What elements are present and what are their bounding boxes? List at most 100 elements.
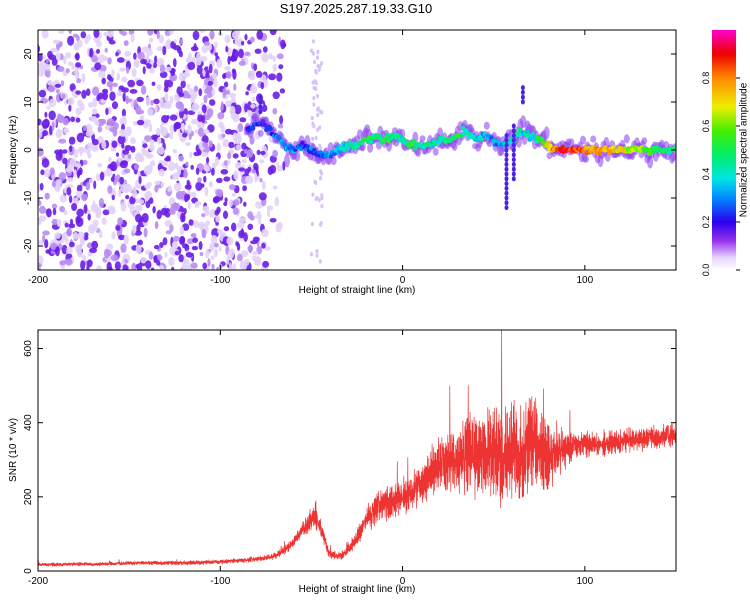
heatmap-noise-blob xyxy=(254,173,258,183)
heatmap-noise-blob xyxy=(38,89,47,98)
heatmap-noise-blob xyxy=(251,255,257,261)
heatmap-noise-blob xyxy=(77,231,85,240)
heatmap-noise-blob xyxy=(165,155,171,162)
heatmap-noise-blob xyxy=(191,245,199,251)
heatmap-ridge-streak xyxy=(504,205,509,211)
heatmap-noise-blob xyxy=(209,30,215,40)
heatmap-noise-blob xyxy=(173,182,182,192)
heatmap-noise-blob xyxy=(222,139,230,148)
heatmap-noise-blob xyxy=(316,107,319,112)
heatmap-noise-blob xyxy=(169,95,174,104)
heatmap-noise-blob xyxy=(243,201,247,207)
heatmap-noise-blob xyxy=(38,240,44,245)
heatmap-noise-blob xyxy=(41,119,49,129)
heatmap-noise-blob xyxy=(160,127,167,137)
heatmap-noise-blob xyxy=(268,53,273,60)
heatmap-noise-blob xyxy=(203,175,207,183)
heatmap-noise-blob xyxy=(50,47,58,53)
heatmap-noise-blob xyxy=(267,166,273,175)
heatmap-noise-blob xyxy=(211,167,215,176)
snr-panel: -200 -100 0 100 0 200 400 600 Height of straig… xyxy=(8,329,677,595)
heatmap-noise-blob xyxy=(171,266,175,270)
heatmap-noise-blob xyxy=(42,234,46,243)
heatmap-noise-blob xyxy=(87,213,91,221)
heatmap-noise-blob xyxy=(152,206,156,214)
heatmap-noise-blob xyxy=(256,211,262,217)
heatmap-noise-blob xyxy=(97,162,103,168)
heatmap-y-axis-label: Frequency (Hz) xyxy=(8,116,19,185)
heatmap-ridge-streak xyxy=(520,89,525,95)
heatmap-noise-blob xyxy=(232,263,237,270)
heatmap-noise-blob xyxy=(88,178,93,184)
heatmap-ridge-halo xyxy=(284,153,290,168)
heatmap-noise-blob xyxy=(68,30,73,34)
heatmap-noise-blob xyxy=(319,176,322,181)
heatmap-noise-blob xyxy=(123,234,129,245)
heatmap-noise-blob xyxy=(237,221,245,229)
heatmap-noise-blob xyxy=(169,224,174,233)
heatmap-noise-blob xyxy=(110,254,119,262)
heatmap-noise-blob xyxy=(123,168,131,174)
heatmap-noise-blob xyxy=(77,216,82,223)
heatmap-x-tick-label: -100 xyxy=(210,275,230,286)
heatmap-noise-blob xyxy=(65,68,70,74)
heatmap-noise-blob xyxy=(135,105,142,115)
heatmap-noise-blob xyxy=(162,237,168,246)
heatmap-ridge-streak xyxy=(258,109,263,115)
heatmap-noise-blob xyxy=(154,55,158,64)
heatmap-noise-blob xyxy=(116,72,120,81)
snr-y-tick-label: 0 xyxy=(23,568,34,574)
heatmap-noise-blob xyxy=(63,127,70,134)
heatmap-noise-blob xyxy=(136,224,141,233)
heatmap-noise-blob xyxy=(136,119,145,126)
heatmap-ridge-streak xyxy=(504,142,509,148)
heatmap-noise-blob xyxy=(211,263,215,270)
heatmap-ridge-cell xyxy=(479,137,484,142)
heatmap-noise-blob xyxy=(41,30,49,39)
heatmap-noise-blob xyxy=(88,102,94,108)
heatmap-noise-blob xyxy=(106,80,113,88)
heatmap-noise-blob xyxy=(158,34,165,44)
heatmap-noise-blob xyxy=(244,103,248,113)
heatmap-noise-blob xyxy=(316,94,319,99)
heatmap-noise-blob xyxy=(251,82,255,89)
heatmap-noise-blob xyxy=(59,205,65,213)
heatmap-noise-blob xyxy=(222,88,227,98)
heatmap-noise-blob xyxy=(244,34,248,41)
heatmap-noise-blob xyxy=(140,257,148,264)
heatmap-noise-blob xyxy=(133,52,137,60)
heatmap-noise-blob xyxy=(92,97,98,108)
heatmap-noise-cloud xyxy=(38,30,324,270)
heatmap-noise-blob xyxy=(157,146,165,155)
heatmap-ridge-streak xyxy=(258,104,263,110)
heatmap-noise-blob xyxy=(75,117,81,123)
heatmap-noise-blob xyxy=(125,98,133,103)
heatmap-noise-blob xyxy=(86,259,93,268)
heatmap-noise-blob xyxy=(279,88,286,94)
heatmap-noise-blob xyxy=(109,126,117,133)
heatmap-noise-blob xyxy=(56,89,60,94)
heatmap-noise-blob xyxy=(232,31,240,39)
heatmap-noise-blob xyxy=(68,104,72,112)
heatmap-noise-blob xyxy=(116,57,125,63)
heatmap-noise-blob xyxy=(272,185,278,190)
heatmap-noise-blob xyxy=(125,194,130,200)
heatmap-ridge-cell xyxy=(365,139,371,145)
heatmap-ridge-cell xyxy=(673,144,676,150)
snr-y-tick-label: 600 xyxy=(23,340,34,357)
heatmap-noise-blob xyxy=(105,249,112,257)
heatmap-noise-blob xyxy=(310,115,314,121)
heatmap-noise-blob xyxy=(133,164,139,170)
heatmap-noise-blob xyxy=(240,228,244,237)
heatmap-ridge-halo xyxy=(623,134,630,144)
heatmap-noise-blob xyxy=(220,169,229,175)
heatmap-noise-blob xyxy=(107,74,112,81)
heatmap-noise-blob xyxy=(213,248,218,258)
heatmap-noise-blob xyxy=(210,255,215,261)
heatmap-noise-blob xyxy=(215,188,224,198)
heatmap-noise-blob xyxy=(314,135,318,141)
heatmap-noise-blob xyxy=(38,128,43,139)
heatmap-noise-blob xyxy=(40,169,45,176)
heatmap-noise-blob xyxy=(202,142,209,148)
